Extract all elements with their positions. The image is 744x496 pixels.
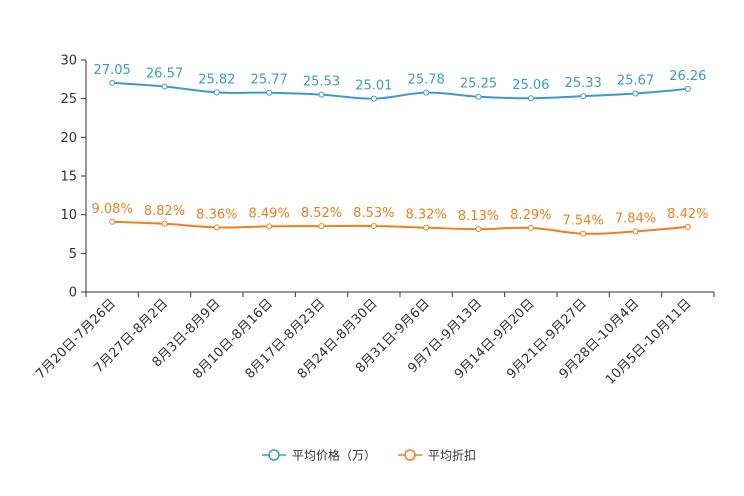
data-point[interactable] (423, 89, 430, 96)
data-label: 7.54% (563, 214, 604, 229)
data-label: 25.53 (303, 75, 340, 90)
y-axis: 0 5 10 15 20 25 30 (60, 54, 87, 301)
data-point[interactable] (475, 226, 482, 233)
data-label: 25.01 (355, 79, 392, 94)
data-label: 8.29% (510, 208, 551, 223)
series-1: 9.08% 8.82% 8.36% 8.49% 8.52% 8.53% 8.32% 8.13%… (92, 202, 708, 237)
data-label: 8.32% (406, 208, 447, 223)
data-point[interactable] (161, 83, 168, 90)
legend[interactable]: 平均价格（万） 平均折扣 (262, 448, 476, 463)
data-point[interactable] (580, 93, 587, 100)
data-label: 25.33 (565, 76, 602, 91)
data-label: 25.25 (460, 77, 497, 92)
data-point[interactable] (213, 224, 220, 231)
data-point[interactable] (475, 93, 482, 100)
data-point[interactable] (370, 223, 377, 230)
series-0: 27.05 26.57 25.82 25.77 25.53 25.01 25.78 25.25… (94, 63, 706, 102)
data-label: 8.82% (144, 204, 185, 219)
data-label: 25.77 (251, 73, 288, 88)
data-label: 8.36% (196, 207, 237, 222)
data-point[interactable] (213, 89, 220, 96)
series-layer: 27.05 26.57 25.82 25.77 25.53 25.01 25.78 25.25… (92, 63, 708, 237)
legend-label: 平均折扣 (428, 448, 476, 463)
y-tick-label: 5 (69, 247, 77, 262)
data-point[interactable] (318, 223, 325, 230)
y-tick-label: 10 (60, 208, 77, 223)
legend-item-0[interactable]: 平均价格（万） (262, 448, 376, 463)
data-point[interactable] (527, 95, 534, 102)
data-point[interactable] (161, 220, 168, 227)
data-label: 8.53% (353, 206, 394, 221)
legend-marker-icon (268, 449, 280, 461)
data-point[interactable] (632, 90, 639, 97)
data-point[interactable] (423, 224, 430, 231)
data-label: 9.08% (92, 202, 133, 217)
data-point[interactable] (684, 85, 691, 92)
data-label: 25.67 (617, 73, 654, 88)
data-label: 25.06 (512, 78, 549, 93)
data-point[interactable] (580, 230, 587, 237)
series-line-1 (112, 220, 688, 235)
data-point[interactable] (109, 79, 116, 86)
data-point[interactable] (109, 218, 116, 225)
data-label: 25.78 (408, 73, 445, 88)
data-point[interactable] (266, 223, 273, 230)
legend-marker-icon (404, 449, 416, 461)
x-axis: 7月20日-7月26日7月27日-8月2日8月3日-8月9日8月10日-8月16… (33, 291, 715, 388)
y-tick-label: 25 (60, 92, 77, 107)
data-label: 8.52% (301, 206, 342, 221)
y-tick-label: 30 (60, 54, 77, 69)
data-label: 25.82 (198, 72, 235, 87)
data-point[interactable] (370, 95, 377, 102)
data-point[interactable] (266, 89, 273, 96)
data-label: 8.42% (667, 207, 708, 222)
data-label: 26.26 (669, 69, 706, 84)
y-tick-label: 20 (60, 131, 77, 146)
data-label: 7.84% (615, 211, 656, 226)
legend-label: 平均价格（万） (292, 448, 376, 463)
data-point[interactable] (632, 228, 639, 235)
data-label: 26.57 (146, 67, 183, 82)
legend-item-1[interactable]: 平均折扣 (398, 448, 476, 463)
data-point[interactable] (527, 224, 534, 231)
data-label: 8.49% (249, 206, 290, 221)
data-point[interactable] (318, 91, 325, 98)
data-point[interactable] (684, 223, 691, 230)
data-label: 27.05 (94, 63, 131, 78)
series-line-0 (112, 81, 688, 100)
y-tick-label: 15 (60, 170, 77, 185)
y-tick-label: 0 (69, 286, 77, 301)
data-label: 8.13% (458, 209, 499, 224)
